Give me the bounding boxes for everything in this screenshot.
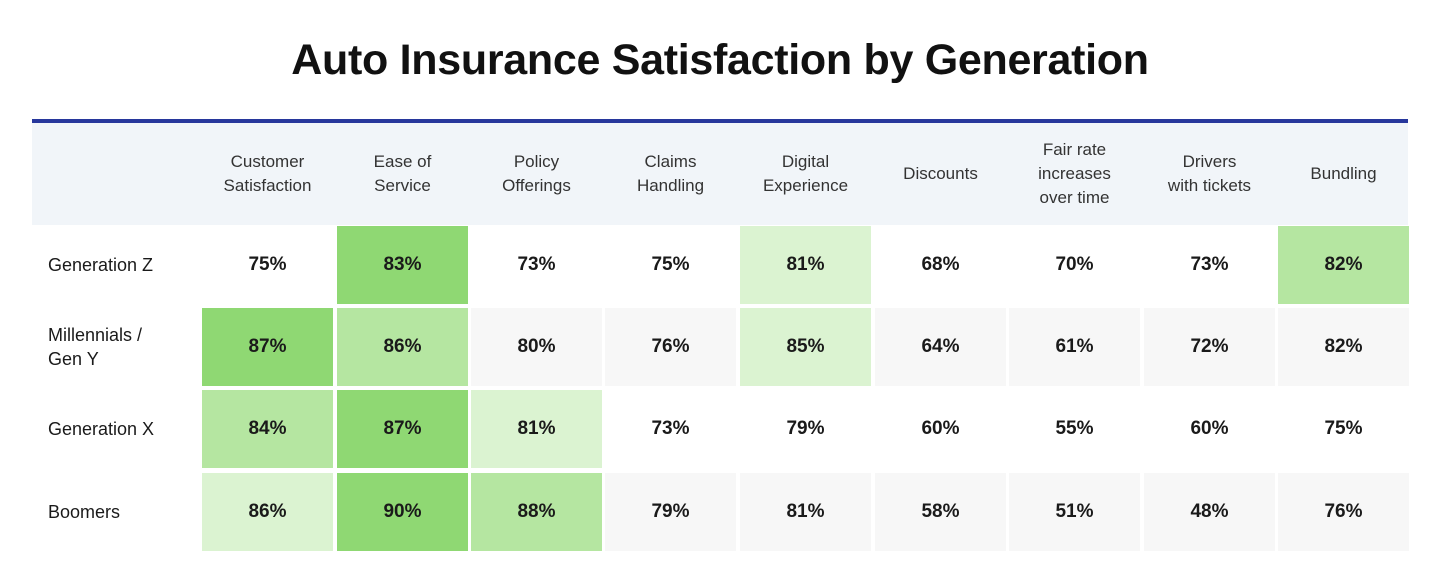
heatmap-cell: 84%: [202, 390, 333, 468]
column-header: Ease of Service: [373, 152, 432, 195]
heatmap-cell: 86%: [202, 473, 333, 551]
column-header: Fair rate increases over time: [1038, 140, 1111, 207]
heatmap-cell: 75%: [1278, 390, 1409, 468]
heatmap-cell: 87%: [337, 390, 468, 468]
heatmap-cell: 82%: [1278, 226, 1409, 304]
heatmap-cell: 48%: [1144, 473, 1275, 551]
column-header: Claims Handling: [636, 152, 705, 195]
heatmap-cell: 80%: [471, 308, 602, 386]
heatmap-cell: 68%: [875, 226, 1006, 304]
heatmap-cell: 79%: [605, 473, 736, 551]
heatmap-cell: 85%: [740, 308, 871, 386]
heatmap-cell: 72%: [1144, 308, 1275, 386]
heatmap-cell: 58%: [875, 473, 1006, 551]
heatmap-cell: 79%: [740, 390, 871, 468]
row-label: Millennials / Gen Y: [48, 325, 143, 369]
heatmap-cell: 70%: [1009, 226, 1140, 304]
heatmap-cell: 51%: [1009, 473, 1140, 551]
heatmap-cell: 75%: [202, 226, 333, 304]
column-header: Discounts: [903, 164, 978, 183]
chart-title: Auto Insurance Satisfaction by Generatio…: [291, 36, 1149, 84]
column-header: Digital Experience: [762, 152, 849, 195]
heatmap-cell: 82%: [1278, 308, 1409, 386]
heatmap-cell: 76%: [1278, 473, 1409, 551]
header-rule: [32, 119, 1408, 123]
column-header: Customer Satisfaction: [223, 152, 312, 195]
heatmap-cell: 64%: [875, 308, 1006, 386]
row-label: Boomers: [48, 502, 121, 522]
heatmap-cell: 73%: [471, 226, 602, 304]
row-label: Generation Z: [48, 255, 154, 275]
column-header: Policy Offerings: [502, 152, 571, 195]
heatmap-cell: 88%: [471, 473, 602, 551]
heatmap-cell: 87%: [202, 308, 333, 386]
row-label: Generation X: [48, 419, 155, 439]
heatmap-cell: 55%: [1009, 390, 1140, 468]
heatmap-cell: 83%: [337, 226, 468, 304]
heatmap-cell: 73%: [605, 390, 736, 468]
heatmap-cell: 73%: [1144, 226, 1275, 304]
heatmap-cell: 90%: [337, 473, 468, 551]
heatmap-cell: 81%: [471, 390, 602, 468]
heatmap-cell: 61%: [1009, 308, 1140, 386]
heatmap-cell: 60%: [875, 390, 1006, 468]
heatmap-cell: 86%: [337, 308, 468, 386]
heatmap-cell: 81%: [740, 226, 871, 304]
heatmap-cell: 81%: [740, 473, 871, 551]
heatmap-cell: 75%: [605, 226, 736, 304]
heatmap-cell: 76%: [605, 308, 736, 386]
column-header: Bundling: [1310, 164, 1377, 183]
column-header: Drivers with tickets: [1167, 152, 1252, 195]
table-header: [32, 123, 1408, 225]
heatmap-cell: 60%: [1144, 390, 1275, 468]
